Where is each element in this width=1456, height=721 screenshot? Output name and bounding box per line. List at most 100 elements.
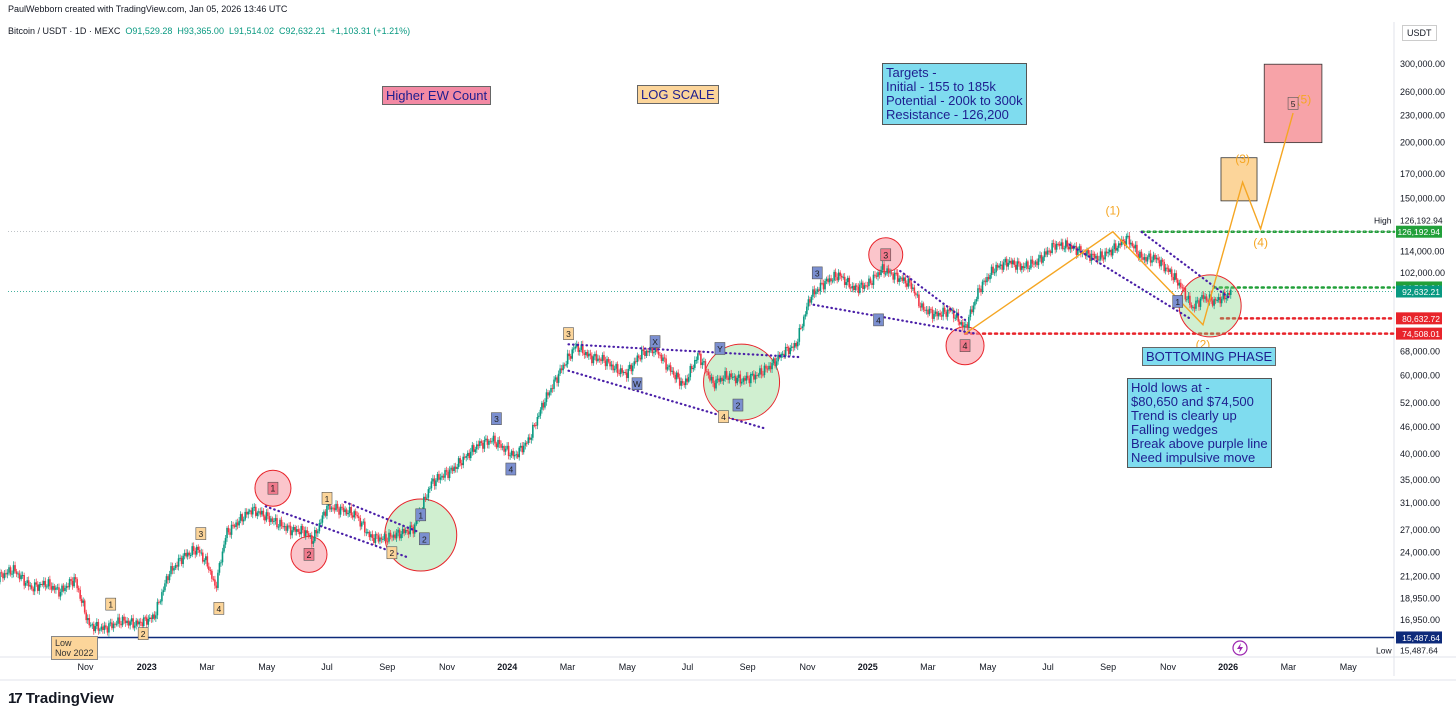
wave-label-badge [415, 508, 427, 522]
candle-body [547, 392, 549, 396]
candle-body [462, 456, 464, 466]
candle-body [82, 600, 84, 603]
candle-body [628, 364, 631, 369]
candle-body [209, 570, 212, 572]
candle-body [1092, 253, 1094, 255]
candle-body [836, 277, 838, 281]
price-axis-label-bg [1396, 225, 1442, 238]
candle-body [634, 361, 637, 363]
candle-body [921, 303, 923, 308]
candle-body [445, 470, 448, 472]
candle-body [152, 614, 154, 620]
candle-body [986, 276, 988, 283]
candle-body [195, 546, 198, 555]
candle-body [887, 268, 890, 274]
x-tick-label: Sep [1100, 662, 1116, 672]
candle-body [436, 474, 439, 481]
candle-body [336, 503, 339, 509]
candle-body [522, 445, 525, 453]
candle-body [721, 377, 723, 381]
price-axis-label: 80,632.72 [1402, 314, 1440, 324]
candle-body [1139, 251, 1141, 259]
candle-body [70, 579, 72, 581]
candle-body [854, 285, 857, 291]
currency-selector[interactable]: USDT [1402, 25, 1437, 41]
candle-body [568, 353, 570, 357]
candle-body [121, 616, 124, 626]
candle-body [621, 368, 623, 373]
candle-body [345, 509, 348, 515]
candle-body [370, 534, 372, 538]
candle-body [1116, 247, 1119, 251]
candle-body [183, 552, 186, 556]
candle-body [853, 286, 855, 291]
candle-body [916, 294, 919, 296]
candle-body [860, 282, 863, 285]
candle-body [118, 617, 121, 624]
candle-body [226, 527, 228, 539]
price-axis-label-bg [1396, 312, 1442, 325]
candle-body [309, 535, 312, 537]
candle-body [286, 525, 289, 531]
candle-body [88, 618, 91, 626]
candle-body [878, 272, 881, 276]
candle-body [347, 512, 349, 515]
wave-label-text: 2 [422, 534, 427, 544]
candle-body [769, 365, 772, 370]
candle-body [256, 512, 259, 516]
candle-body [585, 351, 587, 355]
x-tick-label: Nov [439, 662, 456, 672]
candle-body [809, 299, 811, 303]
wave-label-text: 1 [418, 510, 423, 520]
tradingview-logo[interactable]: 17 TradingView [8, 690, 114, 707]
candle-body [660, 354, 663, 362]
candle-body [23, 575, 25, 586]
candle-body [539, 409, 542, 416]
candle-body [289, 525, 292, 536]
candle-body [842, 276, 845, 278]
candle-body [1083, 252, 1085, 254]
candle-body [374, 534, 377, 543]
candle-body [8, 567, 10, 573]
candle-body [415, 520, 418, 525]
candle-body [624, 372, 626, 374]
wedge-trendline [1068, 243, 1194, 321]
candle-body [562, 364, 564, 371]
candle-body [248, 510, 251, 512]
candle-body [136, 620, 139, 625]
candle-body [1122, 239, 1125, 242]
candle-body [339, 506, 342, 515]
candle-body [205, 556, 207, 561]
candle-body [934, 311, 937, 314]
candle-body [1101, 251, 1103, 258]
candle-body [1069, 245, 1072, 250]
candle-body [1158, 260, 1161, 267]
candle-body [439, 477, 442, 480]
candle-body [46, 586, 48, 588]
x-tick-label: Mar [1281, 662, 1297, 672]
candle-body [314, 530, 316, 542]
candle-body [798, 327, 801, 342]
projection-path [964, 112, 1294, 335]
candle-body [875, 275, 878, 277]
candle-body [952, 309, 955, 319]
candle-body [261, 510, 263, 515]
candle-body [619, 368, 622, 375]
candle-body [616, 364, 619, 374]
candle-body [1198, 300, 1200, 307]
candle-body [109, 622, 112, 624]
wave-label-text: 5 [1291, 99, 1296, 109]
candle-body [1157, 257, 1159, 261]
candle-body [1045, 251, 1047, 255]
candle-body [674, 374, 676, 380]
candle-body [1060, 242, 1063, 246]
candle-body [106, 627, 109, 633]
candle-body [1077, 250, 1079, 255]
wave-label-badge [137, 627, 149, 640]
x-tick-label: Jul [1042, 662, 1054, 672]
candle-body [254, 506, 257, 516]
candle-body [1229, 289, 1232, 295]
candle-body [1183, 287, 1185, 289]
candle-body [863, 285, 866, 290]
